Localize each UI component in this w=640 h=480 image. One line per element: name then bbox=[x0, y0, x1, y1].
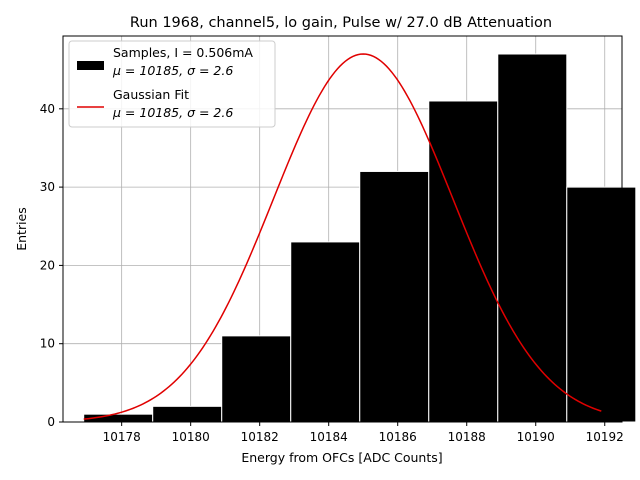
chart-title: Run 1968, channel5, lo gain, Pulse w/ 27… bbox=[130, 15, 552, 31]
y-tick-label-4: 40 bbox=[40, 102, 55, 116]
histogram-bar-5 bbox=[429, 101, 498, 422]
histogram-bar-1 bbox=[153, 406, 222, 422]
histogram-bar-7 bbox=[567, 187, 636, 422]
y-tick-label-0: 0 bbox=[47, 415, 55, 429]
x-axis-ticks: 10178 10180 10182 10184 10186 10188 10190 10192 bbox=[103, 422, 624, 444]
x-tick-label-4: 10186 bbox=[379, 430, 417, 444]
legend-fit-stats: μ = 10185, σ = 2.6 bbox=[112, 105, 233, 120]
x-tick-label-2: 10182 bbox=[241, 430, 279, 444]
x-tick-label-3: 10184 bbox=[310, 430, 348, 444]
x-axis-label: Energy from OFCs [ADC Counts] bbox=[241, 450, 442, 465]
histogram-bar-6 bbox=[498, 54, 567, 422]
legend-samples-swatch bbox=[77, 61, 104, 70]
x-tick-label-6: 10190 bbox=[517, 430, 555, 444]
y-tick-label-3: 30 bbox=[40, 180, 55, 194]
legend-samples-label: Samples, I = 0.506mA bbox=[113, 45, 253, 60]
x-tick-label-1: 10180 bbox=[172, 430, 210, 444]
histogram-bar-2 bbox=[222, 336, 291, 422]
x-tick-label-7: 10192 bbox=[586, 430, 624, 444]
legend: Samples, I = 0.506mA μ = 10185, σ = 2.6 … bbox=[69, 41, 275, 127]
legend-fit-label: Gaussian Fit bbox=[113, 87, 189, 102]
legend-samples-stats: μ = 10185, σ = 2.6 bbox=[112, 63, 233, 78]
x-tick-label-0: 10178 bbox=[103, 430, 141, 444]
y-axis-label: Entries bbox=[14, 207, 29, 251]
y-tick-label-1: 10 bbox=[40, 337, 55, 351]
y-tick-label-2: 20 bbox=[40, 258, 55, 272]
histogram-bar-3 bbox=[291, 242, 360, 422]
y-axis-ticks: 0 10 20 30 40 bbox=[40, 102, 63, 429]
histogram-bar-4 bbox=[360, 171, 429, 422]
x-tick-label-5: 10188 bbox=[448, 430, 486, 444]
